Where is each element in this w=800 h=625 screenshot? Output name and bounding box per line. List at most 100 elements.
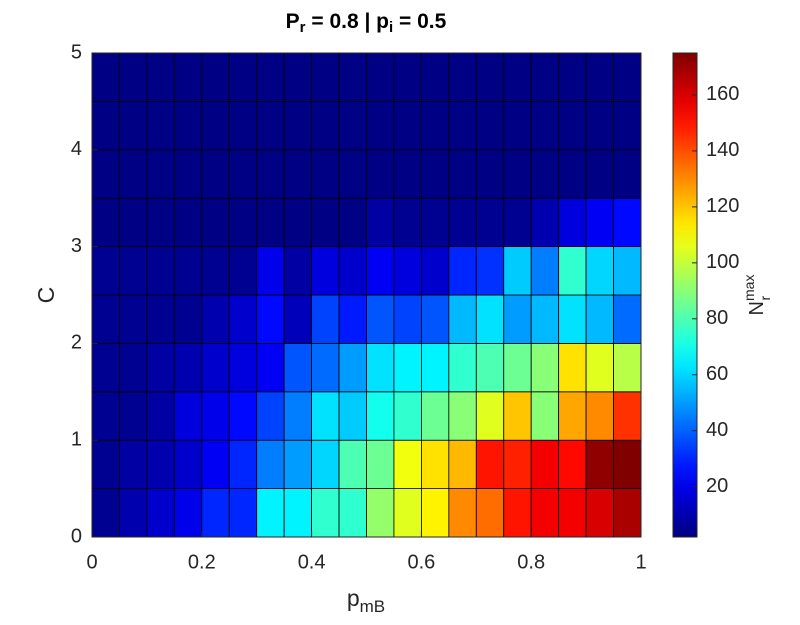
colorbar-tick-label: 60 <box>706 363 728 385</box>
heat-cell <box>228 342 258 393</box>
heat-cell <box>119 391 148 441</box>
heat-cell <box>393 294 422 344</box>
heat-cell <box>585 488 614 538</box>
heat-cell <box>338 294 367 344</box>
title-part: r <box>300 19 306 36</box>
heat-cell <box>420 101 450 151</box>
heat-cell <box>338 149 367 199</box>
heat-cell <box>91 439 120 490</box>
heat-cell <box>173 439 203 490</box>
heat-cell <box>503 439 532 490</box>
y-tick-label: 2 <box>71 332 82 354</box>
heat-cell <box>119 149 148 199</box>
heat-cell <box>448 197 477 247</box>
heat-cell <box>530 294 560 344</box>
y-tick-label: 5 <box>71 41 82 63</box>
heat-cell <box>201 294 230 344</box>
heat-cell <box>503 391 532 441</box>
y-axis-label: C <box>33 287 59 304</box>
heat-cell <box>119 101 148 151</box>
label-part: r <box>757 296 773 301</box>
heat-cell <box>311 197 340 247</box>
heat-cell <box>146 52 175 102</box>
heat-cell <box>366 246 395 296</box>
heat-cell <box>366 52 395 102</box>
heat-cell <box>585 391 614 441</box>
heat-cell <box>585 101 614 151</box>
heat-cell <box>91 149 120 199</box>
heat-cell <box>338 488 367 538</box>
heat-cell <box>420 149 450 199</box>
x-tick-label: 1 <box>635 551 646 573</box>
heat-cell <box>420 391 450 441</box>
heat-cell <box>338 101 367 151</box>
y-tick-label: 4 <box>71 138 82 160</box>
heat-cell <box>311 391 340 441</box>
heat-cell <box>420 342 450 393</box>
heat-cell <box>475 439 505 490</box>
x-tick-label: 0.2 <box>188 551 216 573</box>
heat-cell <box>558 197 587 247</box>
heat-cell <box>420 52 450 102</box>
heat-cell <box>311 439 340 490</box>
heat-cell <box>475 342 505 393</box>
heat-cell <box>558 342 587 393</box>
heat-cell <box>256 439 285 490</box>
heat-cell <box>613 52 642 102</box>
heat-cell <box>503 488 532 538</box>
colorbar-tick-label: 40 <box>706 419 728 441</box>
label-part: mB <box>360 597 386 616</box>
heat-cell <box>420 246 450 296</box>
heat-cell <box>228 488 258 538</box>
heat-cell <box>173 342 203 393</box>
x-tick-label: 0.8 <box>517 551 545 573</box>
colorbar-tick-label: 20 <box>706 475 728 497</box>
heat-cell <box>530 342 560 393</box>
colorbar-label-group: Nmaxr <box>741 275 773 316</box>
heat-cell <box>91 246 120 296</box>
heat-cell <box>283 101 312 151</box>
heat-cell <box>585 246 614 296</box>
heat-cell <box>201 197 230 247</box>
heat-cell <box>283 342 312 393</box>
heat-cell <box>393 342 422 393</box>
heat-cell <box>475 488 505 538</box>
heat-cell <box>393 197 422 247</box>
heat-cell <box>228 391 258 441</box>
heat-cell <box>338 391 367 441</box>
heat-cell <box>311 294 340 344</box>
colorbar <box>673 53 697 537</box>
heat-cell <box>448 246 477 296</box>
heat-cell <box>173 294 203 344</box>
x-tick-label: 0.4 <box>298 551 326 573</box>
heat-cell <box>256 149 285 199</box>
heat-cell <box>558 391 587 441</box>
heat-cell <box>558 488 587 538</box>
heat-cell <box>146 488 175 538</box>
heat-cell <box>228 101 258 151</box>
heat-cell <box>146 149 175 199</box>
title-part: = 0.8 | p <box>306 10 390 33</box>
heat-cell <box>146 246 175 296</box>
heat-cell <box>613 439 642 490</box>
heat-cell <box>311 488 340 538</box>
heat-cell <box>585 294 614 344</box>
heat-cell <box>585 52 614 102</box>
heat-cell <box>393 101 422 151</box>
heat-cell <box>201 391 230 441</box>
label-part: N <box>746 301 768 315</box>
heat-cell <box>366 391 395 441</box>
heat-cell <box>311 52 340 102</box>
label-part: p <box>347 585 360 611</box>
heat-cell <box>201 488 230 538</box>
heat-cell <box>146 197 175 247</box>
heat-cell <box>420 488 450 538</box>
heat-cell <box>613 149 642 199</box>
heat-cell <box>173 101 203 151</box>
heat-cell <box>503 101 532 151</box>
heat-cell <box>475 101 505 151</box>
heat-cell <box>530 101 560 151</box>
heat-cell <box>613 342 642 393</box>
heat-cell <box>448 342 477 393</box>
heat-cell <box>366 488 395 538</box>
